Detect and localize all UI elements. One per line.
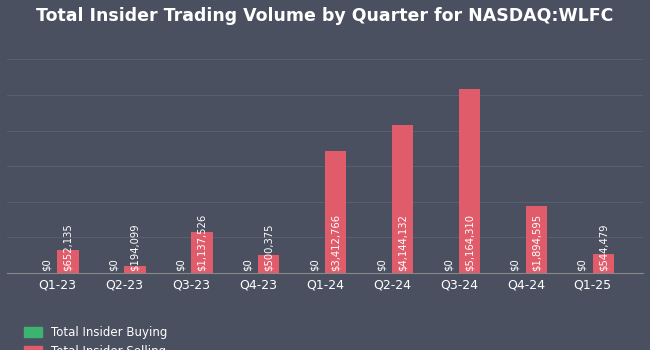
- Text: $0: $0: [376, 258, 386, 271]
- Text: $0: $0: [109, 258, 118, 271]
- Legend: Total Insider Buying, Total Insider Selling: Total Insider Buying, Total Insider Sell…: [20, 321, 172, 350]
- Text: $3,412,766: $3,412,766: [331, 214, 341, 271]
- Text: $0: $0: [242, 258, 252, 271]
- Text: $1,894,595: $1,894,595: [532, 214, 541, 271]
- Text: $194,099: $194,099: [130, 224, 140, 271]
- Text: $0: $0: [443, 258, 453, 271]
- Bar: [191, 232, 213, 273]
- Title: Total Insider Trading Volume by Quarter for NASDAQ:WLFC: Total Insider Trading Volume by Quarter …: [36, 7, 614, 25]
- Bar: [124, 266, 146, 273]
- Text: $0: $0: [510, 258, 520, 271]
- Text: $0: $0: [577, 258, 587, 271]
- Bar: [392, 125, 413, 273]
- Bar: [258, 255, 280, 273]
- Text: $652,135: $652,135: [63, 223, 73, 271]
- Text: $0: $0: [176, 258, 185, 271]
- Bar: [57, 250, 79, 273]
- Text: $0: $0: [42, 258, 51, 271]
- Text: $544,479: $544,479: [599, 224, 608, 271]
- Text: $0: $0: [309, 258, 319, 271]
- Bar: [325, 152, 346, 273]
- Bar: [526, 205, 547, 273]
- Text: $500,375: $500,375: [264, 224, 274, 271]
- Bar: [459, 89, 480, 273]
- Text: $1,137,526: $1,137,526: [197, 214, 207, 271]
- Text: $5,164,310: $5,164,310: [465, 214, 474, 271]
- Bar: [593, 254, 614, 273]
- Text: $4,144,132: $4,144,132: [398, 214, 408, 271]
